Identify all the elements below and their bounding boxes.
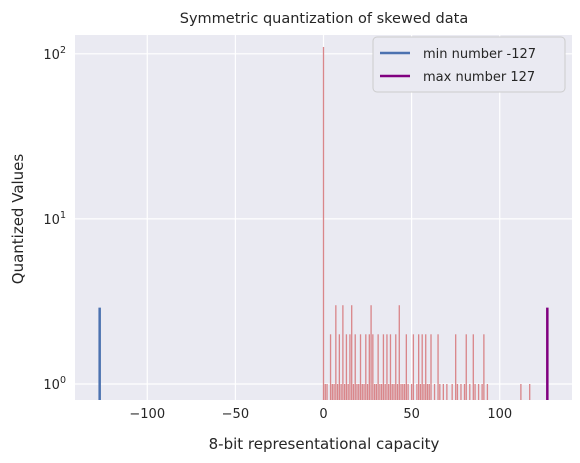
histogram-bar bbox=[386, 334, 388, 400]
histogram-bar bbox=[359, 334, 362, 400]
histogram-bar bbox=[336, 384, 339, 400]
legend-label: max number 127 bbox=[423, 70, 535, 85]
histogram-bar bbox=[322, 46, 325, 401]
histogram-bar bbox=[329, 334, 332, 400]
histogram-bar bbox=[472, 334, 474, 400]
histogram-bar bbox=[365, 334, 367, 400]
x-tick-label: 100 bbox=[487, 407, 512, 422]
histogram-bar bbox=[389, 334, 392, 400]
histogram-bar bbox=[405, 334, 407, 400]
histogram-bar bbox=[356, 384, 358, 400]
histogram-bar bbox=[456, 384, 459, 400]
histogram-bar bbox=[372, 334, 374, 400]
histogram-bar bbox=[345, 334, 348, 400]
histogram-bar bbox=[446, 384, 448, 400]
histogram-bar bbox=[347, 384, 349, 400]
histogram-bar bbox=[407, 384, 409, 400]
x-tick-label: −50 bbox=[222, 407, 249, 422]
x-tick-label: 50 bbox=[403, 407, 420, 422]
histogram-bar bbox=[477, 384, 480, 400]
histogram-bar bbox=[428, 384, 430, 400]
histogram-bar bbox=[343, 384, 346, 400]
histogram-bar bbox=[333, 384, 335, 400]
x-ticks: −100 −50 0 50 100 bbox=[129, 407, 512, 422]
histogram-bar bbox=[402, 384, 404, 400]
histogram-bar bbox=[439, 384, 441, 400]
bars bbox=[322, 46, 548, 401]
histogram-bar bbox=[391, 384, 393, 400]
histogram-bar bbox=[421, 334, 423, 400]
y-tick-label: 102 bbox=[43, 45, 66, 63]
histogram-bar bbox=[520, 384, 522, 400]
histogram-bar bbox=[425, 334, 427, 400]
histogram-bar bbox=[342, 305, 344, 400]
histogram-bar bbox=[442, 384, 445, 400]
histogram-bar bbox=[430, 334, 432, 400]
y-tick-label: 100 bbox=[43, 375, 66, 393]
histogram-bar bbox=[481, 384, 483, 400]
histogram-bar bbox=[363, 384, 365, 400]
legend-label: min number -127 bbox=[423, 47, 536, 62]
histogram-bar bbox=[463, 384, 466, 400]
y-axis-label: Quantized Values bbox=[9, 154, 27, 285]
histogram-bar bbox=[400, 384, 402, 400]
y-ticks: 100 101 102 bbox=[43, 45, 66, 393]
histogram-bar bbox=[351, 305, 353, 400]
histogram-bar bbox=[384, 384, 386, 400]
histogram-bar bbox=[396, 384, 399, 400]
histogram-bar bbox=[366, 384, 369, 400]
histogram-bar bbox=[393, 384, 395, 400]
histogram-bar bbox=[486, 384, 489, 400]
histogram-bar bbox=[398, 305, 400, 400]
legend: min number -127 max number 127 bbox=[372, 36, 566, 93]
legend-box bbox=[372, 36, 566, 93]
histogram-bar bbox=[382, 334, 385, 400]
histogram-bar bbox=[335, 305, 337, 400]
histogram-bar bbox=[460, 384, 462, 400]
chart-title: Symmetric quantization of skewed data bbox=[180, 11, 468, 27]
histogram-bar bbox=[338, 334, 341, 400]
histogram-bar bbox=[465, 334, 467, 400]
x-tick-label: 0 bbox=[319, 407, 327, 422]
histogram-bar bbox=[433, 384, 436, 400]
histogram-bar bbox=[483, 334, 485, 400]
histogram-bar bbox=[377, 334, 379, 400]
histogram-bar bbox=[370, 305, 372, 400]
histogram-bar bbox=[455, 334, 457, 400]
histogram-bar bbox=[395, 334, 397, 400]
histogram-bar bbox=[354, 334, 356, 400]
histogram-bar bbox=[529, 384, 531, 400]
histogram-bar bbox=[418, 334, 420, 400]
histogram-bar bbox=[368, 334, 370, 400]
histogram-bar bbox=[324, 384, 326, 400]
histogram-bar bbox=[416, 384, 418, 400]
histogram-bar bbox=[373, 384, 376, 400]
histogram-bar bbox=[437, 334, 439, 400]
histogram-bar bbox=[412, 334, 415, 400]
histogram-bar bbox=[331, 384, 333, 400]
histogram-bar bbox=[340, 384, 342, 400]
histogram-bar bbox=[474, 384, 476, 400]
histogram-bar bbox=[361, 384, 363, 400]
histogram-bar bbox=[388, 384, 390, 400]
x-axis-label: 8-bit representational capacity bbox=[209, 435, 440, 453]
histogram-bar bbox=[380, 384, 383, 400]
reference-lines bbox=[98, 307, 549, 400]
histogram-bar bbox=[352, 384, 355, 400]
histogram-bar bbox=[379, 384, 381, 400]
histogram-bar bbox=[426, 384, 429, 400]
histogram-bar bbox=[451, 384, 453, 400]
x-tick-label: −100 bbox=[129, 407, 165, 422]
histogram-bar bbox=[358, 384, 360, 400]
histogram-bar bbox=[419, 384, 422, 400]
histogram-bar bbox=[349, 334, 351, 400]
histogram-bar bbox=[326, 384, 328, 400]
histogram-bar bbox=[410, 384, 413, 400]
histogram-bar bbox=[423, 384, 425, 400]
histogram-bar bbox=[469, 384, 471, 400]
y-tick-label: 101 bbox=[43, 210, 66, 228]
histogram-bar bbox=[403, 384, 406, 400]
histogram-bar bbox=[375, 384, 378, 400]
